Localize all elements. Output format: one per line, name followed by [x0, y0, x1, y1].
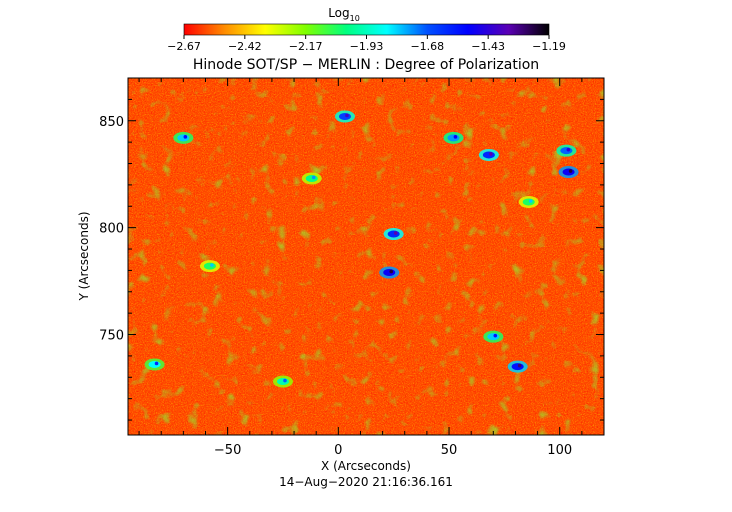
heatmap: [128, 78, 604, 435]
polarization-patch: [447, 134, 460, 142]
y-axis-label: Y (Arcseconds): [77, 211, 91, 301]
observation-timestamp: 14−Aug−2020 21:16:36.161: [279, 475, 453, 489]
patch-core: [489, 152, 493, 156]
patch-core: [283, 378, 287, 383]
colorbar-tick-label: −2.42: [228, 40, 262, 53]
colorbar-tick-label: −1.43: [471, 40, 505, 53]
patch-core: [566, 147, 571, 152]
heatmap-background: [128, 78, 604, 435]
patch-core: [389, 269, 394, 274]
x-tick-label: 100: [547, 443, 572, 458]
polarization-patch: [338, 112, 351, 120]
colorbar-tick-label: −2.67: [167, 40, 201, 53]
colorbar-bar: [183, 23, 550, 36]
patch-core: [493, 333, 498, 338]
patch-core: [568, 169, 573, 173]
polarization-patch: [203, 262, 216, 270]
y-tick-label: 850: [99, 115, 124, 130]
patch-core: [393, 231, 398, 235]
colorbar: Log10 −2.67 −2.42 −2.17 −1.93 −1.68 −1.43 −1.1…: [167, 6, 566, 53]
patch-core: [183, 135, 188, 139]
polarization-patch: [387, 230, 400, 238]
plot-frame: [127, 77, 605, 436]
polarization-patch: [305, 174, 318, 182]
x-axis-label: X (Arcseconds): [321, 459, 411, 473]
x-tick-label: 50: [441, 443, 458, 458]
colorbar-tick-label: −2.17: [289, 40, 323, 53]
polarization-patch: [560, 147, 573, 155]
colorbar-ticks: −2.67 −2.42 −2.17 −1.93 −1.68 −1.43 −1.19: [167, 35, 566, 53]
y-tick-label: 750: [99, 329, 124, 344]
polarization-patch: [482, 151, 495, 159]
patch-core: [210, 263, 214, 267]
patch-core: [453, 135, 458, 139]
polarization-patch: [487, 333, 500, 341]
patch-core: [311, 175, 316, 180]
patch-core: [528, 199, 533, 203]
polarization-patch: [276, 378, 289, 386]
polarization-patch: [177, 134, 190, 142]
colorbar-tick-label: −1.68: [410, 40, 444, 53]
colorbar-title: Log10: [328, 6, 360, 23]
chart-title: Hinode SOT/SP − MERLIN : Degree of Polar…: [193, 57, 539, 73]
patch-core: [517, 363, 522, 368]
polarization-patches: [144, 110, 579, 388]
polarization-patch: [562, 168, 575, 176]
patch-core: [345, 113, 349, 118]
x-tick-label: 0: [334, 443, 342, 458]
x-tick-label: −50: [214, 443, 241, 458]
y-tick-label: 800: [99, 222, 124, 237]
patch-core: [154, 361, 159, 366]
polarization-patch: [522, 198, 535, 206]
colorbar-tick-label: −1.19: [532, 40, 566, 53]
polarization-patch: [383, 269, 396, 277]
polarization-patch: [148, 360, 161, 368]
colorbar-tick-label: −1.93: [350, 40, 384, 53]
polarization-patch: [511, 363, 524, 371]
axes: −50 0 50 100 750 800 850: [99, 77, 605, 458]
